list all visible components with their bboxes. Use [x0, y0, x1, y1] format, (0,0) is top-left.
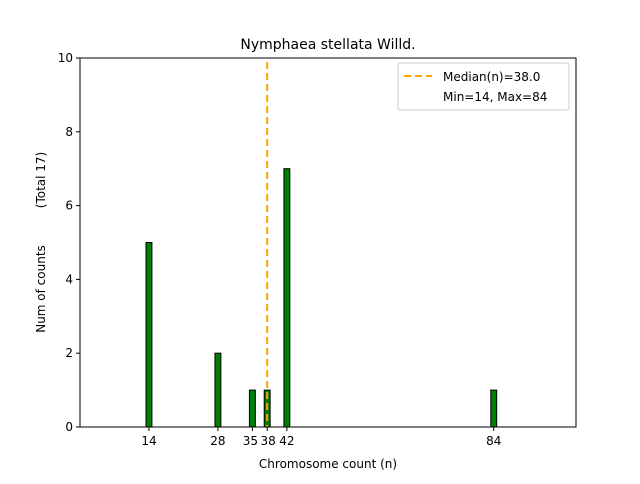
- bar-35: [248, 389, 256, 428]
- legend-median-label: Median(n)=38.0: [443, 70, 540, 84]
- x-axis-label: Chromosome count (n): [259, 457, 397, 471]
- y-axis-total-label: (Total 17): [34, 152, 48, 208]
- y-tick-label: 8: [65, 125, 73, 139]
- x-tick-label: 84: [486, 434, 501, 448]
- chart-title: Nymphaea stellata Willd.: [240, 37, 415, 53]
- bar-42: [283, 168, 291, 428]
- y-tick-label: 2: [65, 346, 73, 360]
- legend-box: [397, 62, 570, 111]
- bar-28: [214, 352, 222, 428]
- y-tick-label: 6: [65, 199, 73, 213]
- legend: Median(n)=38.0 Min=14, Max=84: [397, 62, 570, 111]
- x-tick-label: 42: [279, 434, 294, 448]
- y-tick-label: 4: [65, 272, 73, 286]
- x-tick-label: 35: [243, 434, 258, 448]
- y-tick-label: 0: [65, 420, 73, 434]
- plot-frame: [79, 57, 577, 428]
- legend-minmax-label: Min=14, Max=84: [443, 90, 547, 104]
- y-axis-label: Num of counts: [34, 245, 48, 333]
- y-tick-label: 10: [58, 51, 73, 65]
- bar-14: [145, 242, 153, 428]
- bar-84: [490, 389, 498, 428]
- x-tick-label: 28: [210, 434, 225, 448]
- x-tick-label: 38: [261, 434, 276, 448]
- x-tick-label: 14: [141, 434, 156, 448]
